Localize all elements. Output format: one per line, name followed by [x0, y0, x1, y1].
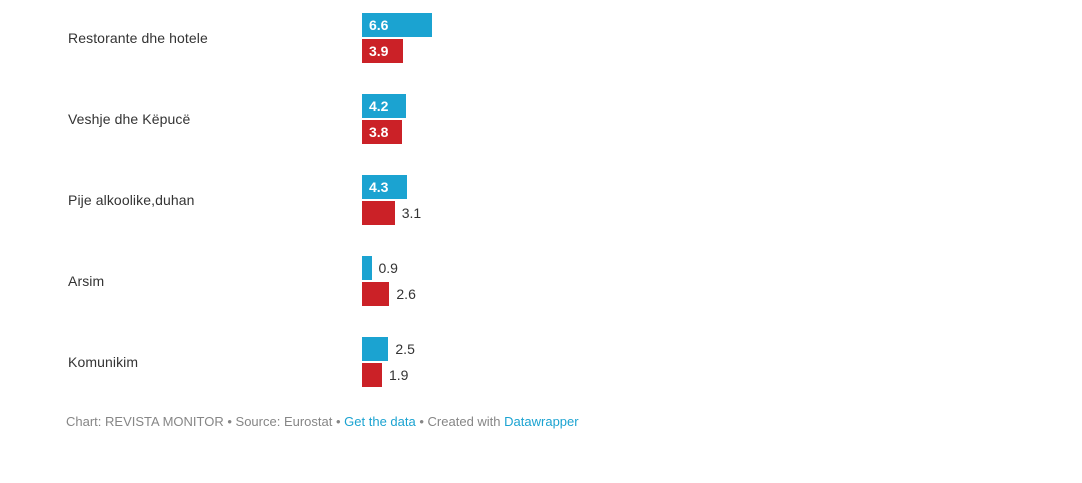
chart-footer: Chart: REVISTA MONITOR • Source: Eurosta…: [66, 413, 579, 430]
blue-series-bar: 4.3: [362, 175, 408, 199]
red-series-bar: [362, 363, 382, 387]
chart-row: Pije alkoolike,duhan 4.3 3.1: [68, 175, 432, 225]
footer-separator: •: [419, 414, 424, 429]
blue-series-bar: [362, 337, 389, 361]
blue-series-bar: 4.2: [362, 94, 407, 118]
red-series-bar: [362, 282, 390, 306]
bar-line: 4.2: [362, 94, 407, 118]
bar-chart: Restorante dhe hotele 6.6 3.9 Veshje dhe Kë…: [68, 13, 432, 387]
category-label: Arsim: [68, 273, 105, 289]
category-label: Komunikim: [68, 354, 139, 370]
category-label: Restorante dhe hotele: [68, 30, 208, 46]
value-label: 3.1: [401, 205, 422, 221]
bar-group: 4.3 3.1: [362, 175, 421, 225]
bar-group: 0.9 2.6: [362, 256, 416, 306]
get-the-data-link[interactable]: Get the data: [344, 414, 416, 429]
bar-line: 2.5: [362, 337, 415, 361]
bar-group: 6.6 3.9: [362, 13, 432, 63]
red-series-bar: 3.8: [362, 120, 403, 144]
chart-credit: Chart: REVISTA MONITOR: [66, 414, 224, 429]
chart-row: Veshje dhe Këpucë 4.2 3.8: [68, 94, 432, 144]
created-with-text: Created with: [427, 414, 501, 429]
category-label: Veshje dhe Këpucë: [68, 111, 191, 127]
value-label: 2.5: [395, 341, 415, 357]
datawrapper-link[interactable]: Datawrapper: [504, 414, 579, 429]
category-label: Pije alkoolike,duhan: [68, 192, 195, 208]
value-label: 3.9: [369, 43, 389, 59]
red-series-bar: 3.9: [362, 39, 404, 63]
bar-line: 2.6: [362, 282, 416, 306]
bar-line: 3.1: [362, 201, 421, 225]
source-credit: Source: Eurostat: [235, 414, 333, 429]
bar-group: 4.2 3.8: [362, 94, 407, 144]
red-series-bar: [362, 201, 395, 225]
bar-line: 6.6: [362, 13, 432, 37]
value-label: 0.9: [378, 260, 398, 276]
value-label: 1.9: [389, 367, 409, 383]
bar-line: 1.9: [362, 363, 415, 387]
chart-rows: Restorante dhe hotele 6.6 3.9 Veshje dhe Kë…: [68, 13, 432, 387]
blue-series-bar: 6.6: [362, 13, 432, 37]
chart-row: Restorante dhe hotele 6.6 3.9: [68, 13, 432, 63]
bar-line: 0.9: [362, 256, 416, 280]
value-label: 4.2: [369, 98, 389, 114]
bar-line: 3.9: [362, 39, 432, 63]
value-label: 3.8: [369, 124, 389, 140]
chart-row: Komunikim 2.5 1.9: [68, 337, 432, 387]
footer-separator: •: [227, 414, 232, 429]
value-label: 4.3: [369, 179, 389, 195]
chart-row: Arsim 0.9 2.6: [68, 256, 432, 306]
bar-group: 2.5 1.9: [362, 337, 415, 387]
footer-separator: •: [335, 414, 341, 429]
bar-line: 3.8: [362, 120, 406, 144]
value-label: 6.6: [369, 17, 389, 33]
bar-line: 4.3: [362, 175, 421, 199]
blue-series-bar: [362, 256, 372, 280]
value-label: 2.6: [396, 286, 416, 302]
